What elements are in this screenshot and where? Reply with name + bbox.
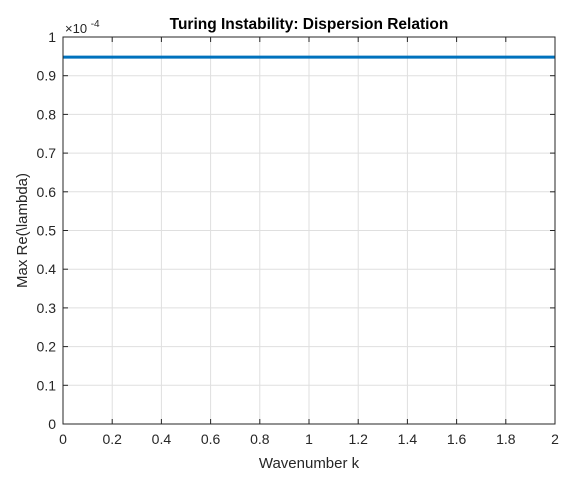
y-exponent-power: -4 [91,19,100,30]
y-tick-label: 0.2 [37,339,57,355]
x-tick-label: 0 [59,431,67,447]
x-tick-label: 0.8 [250,431,270,447]
ticks [62,36,556,425]
x-tick-label: 0.6 [201,431,221,447]
y-tick-label: 0.9 [37,68,57,84]
y-tick-label: 0.6 [37,184,57,200]
y-tick-label: 0 [48,416,56,432]
y-tick-label: 0.4 [37,261,57,277]
y-tick-labels: 0 0.1 0.2 0.3 0.4 0.5 0.6 0.7 0.8 0.9 1 [37,29,57,432]
y-tick-label: 0.5 [37,223,57,239]
y-tick-label: 1 [48,29,56,45]
y-tick-label: 0.3 [37,300,57,316]
x-tick-label: 1 [305,431,313,447]
x-tick-label: 1.2 [348,431,368,447]
x-tick-label: 2 [551,431,559,447]
x-tick-label: 1.8 [496,431,516,447]
x-tick-labels: 0 0.2 0.4 0.6 0.8 1 1.2 1.4 1.6 1.8 2 [59,431,559,447]
x-tick-label: 1.4 [398,431,418,447]
y-tick-label: 0.8 [37,106,57,122]
y-axis-label: Max Re(\lambda) [14,173,31,288]
x-tick-label: 1.6 [447,431,467,447]
y-tick-label: 0.1 [37,377,57,393]
y-exponent-base: ×10 [65,21,87,36]
chart-title: Turing Instability: Dispersion Relation [170,16,449,33]
y-exponent-label: ×10 -4 [65,19,100,36]
x-tick-label: 0.2 [102,431,122,447]
y-tick-label: 0.7 [37,145,57,161]
x-axis-label: Wavenumber k [259,455,360,472]
x-tick-label: 0.4 [152,431,172,447]
